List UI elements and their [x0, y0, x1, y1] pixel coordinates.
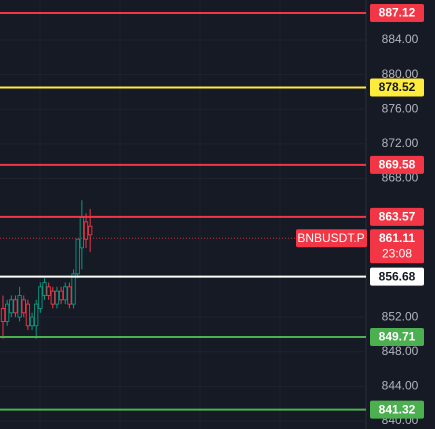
last-price-box [370, 229, 424, 264]
candle-body [34, 303, 39, 327]
price-label: 878.52 [379, 80, 416, 94]
price-label-box [370, 400, 424, 419]
countdown-label: 23:08 [382, 246, 412, 260]
candle-body [9, 299, 14, 314]
candle-body [50, 290, 55, 305]
candle-body [29, 316, 35, 327]
price-label: 849.71 [379, 330, 416, 344]
price-label: 863.57 [379, 210, 416, 224]
candle-body [67, 286, 72, 305]
candle-body [63, 286, 68, 301]
y-tick-label: 844.00 [382, 379, 419, 393]
price-label: 887.12 [379, 6, 416, 20]
candle-body [79, 217, 85, 249]
price-label: 856.68 [379, 269, 416, 283]
candle-body [58, 290, 64, 301]
candle-body [87, 225, 93, 236]
candle-body [75, 238, 80, 275]
y-tick-label: 880.00 [382, 67, 419, 81]
price-label-box [370, 207, 424, 226]
y-tick-label: 876.00 [382, 101, 419, 115]
candle-body [54, 290, 60, 305]
price-label: 869.58 [379, 158, 416, 172]
symbol-label: BNBUSDT.P [297, 231, 364, 245]
price-label-box [370, 267, 424, 286]
y-tick-label: 848.00 [382, 344, 419, 358]
candle-body [13, 299, 18, 314]
candle-body [46, 286, 51, 296]
y-tick-label: 852.00 [382, 309, 419, 323]
candle-body [71, 273, 76, 305]
y-tick-label: 868.00 [382, 171, 419, 185]
candle-body [38, 286, 43, 309]
price-label-box [370, 3, 424, 22]
candle-body [17, 295, 22, 318]
candle-body [42, 282, 47, 296]
price-label-box [370, 155, 424, 174]
price-label: 841.32 [379, 402, 416, 416]
candle-body [25, 303, 31, 327]
candle-body [0, 308, 6, 322]
candle-body [4, 303, 10, 322]
last-price-label: 861.11 [379, 231, 415, 245]
symbol-box [296, 229, 367, 248]
y-tick-label: 884.00 [382, 32, 419, 46]
price-label-box [370, 78, 424, 97]
candle-body [83, 221, 89, 240]
price-label-box [370, 327, 424, 346]
y-tick-label: 872.00 [382, 136, 419, 150]
candle-body [21, 299, 26, 314]
